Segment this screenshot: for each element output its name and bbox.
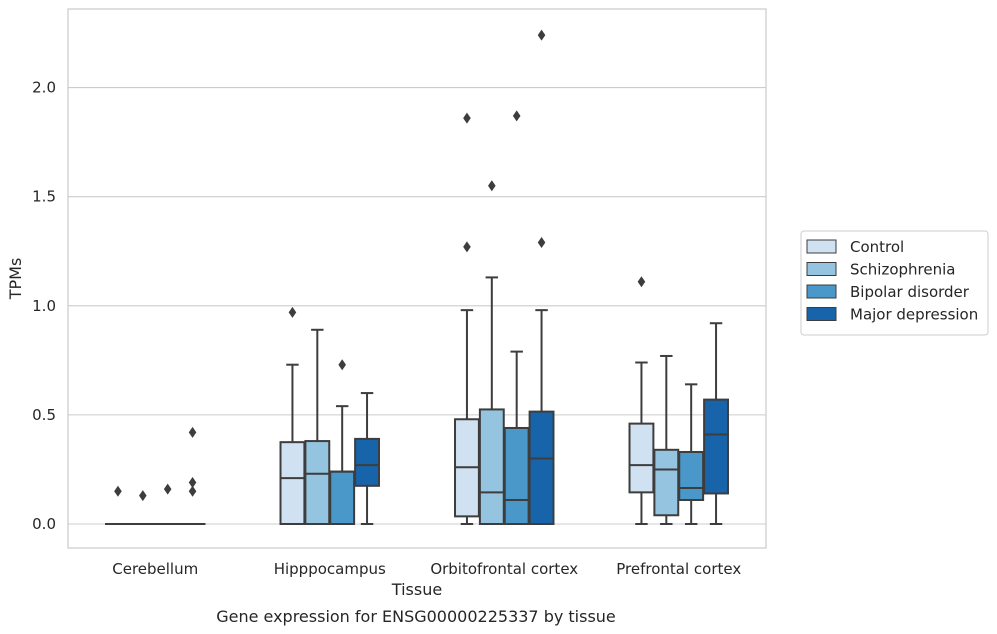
iqr-box — [329, 470, 356, 525]
box-control — [279, 306, 306, 525]
x-axis-title: Tissue — [391, 580, 442, 599]
outlier-point — [163, 483, 172, 495]
box-control — [454, 112, 480, 525]
y-tick-labels: 0.0 0.5 1.0 1.5 2.0 — [32, 79, 56, 533]
iqr-box — [653, 448, 680, 517]
outlier-point — [637, 276, 646, 288]
outlier-point — [512, 110, 521, 122]
legend-swatch — [806, 307, 837, 321]
iqr-box — [678, 450, 705, 501]
x-tick-label: Cerebellum — [112, 560, 198, 578]
x-tick-labels: Cerebellum Hipppocampus Orbitofrontal cort… — [112, 560, 741, 578]
plot-frame — [67, 8, 767, 549]
box-bipolar-disorder — [154, 483, 181, 526]
legend: Control Schizophrenia Bipolar disorder Majo… — [800, 230, 989, 336]
box-schizophrenia — [129, 490, 156, 526]
outlier-point — [488, 180, 496, 192]
legend-swatch — [806, 239, 837, 254]
box-control — [628, 276, 655, 525]
y-tick-label: 0.5 — [32, 406, 56, 424]
box-groups — [105, 29, 729, 526]
y-tick-label: 0.0 — [32, 515, 56, 533]
legend-label: Bipolar disorder — [850, 283, 970, 301]
outlier-point — [114, 485, 122, 497]
box-bipolar-disorder — [329, 359, 356, 525]
y-tick-label: 1.5 — [32, 188, 56, 206]
legend-label: Control — [850, 238, 904, 256]
iqr-box — [628, 422, 655, 494]
legend-frame — [800, 230, 989, 336]
legend-swatch — [806, 284, 837, 299]
outlier-point — [338, 359, 346, 371]
legend-swatch — [806, 262, 837, 276]
iqr-box — [354, 437, 380, 487]
box-control — [105, 485, 131, 526]
chart-caption: Gene expression for ENSG00000225337 by t… — [216, 607, 616, 626]
outlier-point — [188, 485, 197, 497]
y-tick-label: 1.0 — [32, 297, 56, 315]
box-major-depression — [703, 322, 729, 525]
gridlines — [68, 87, 766, 525]
outlier-point — [188, 477, 197, 489]
box-major-depression — [179, 426, 206, 526]
iqr-box — [503, 426, 530, 525]
box-bipolar-disorder — [678, 383, 705, 525]
iqr-box — [304, 440, 331, 525]
box-schizophrenia — [653, 354, 680, 525]
iqr-box — [703, 398, 729, 495]
x-tick-label: Prefrontal cortex — [616, 560, 741, 578]
outlier-point — [537, 29, 546, 41]
outlier-point — [188, 426, 197, 438]
box-schizophrenia — [478, 180, 505, 525]
iqr-box — [279, 441, 306, 525]
outlier-point — [537, 236, 546, 248]
box-schizophrenia — [304, 328, 331, 525]
legend-label: Major depression — [850, 306, 978, 324]
box-major-depression — [528, 29, 555, 525]
y-axis-title: TPMs — [6, 258, 25, 301]
legend-label: Schizophrenia — [850, 261, 955, 279]
y-tick-label: 2.0 — [32, 79, 56, 97]
x-tick-label: Hipppocampus — [274, 560, 386, 578]
outlier-point — [288, 306, 297, 318]
outlier-point — [139, 490, 147, 502]
iqr-box — [478, 408, 505, 525]
iqr-box — [528, 410, 555, 525]
outlier-point — [463, 112, 471, 124]
outlier-point — [463, 241, 471, 253]
x-tick-label: Orbitofrontal cortex — [430, 560, 578, 578]
box-major-depression — [354, 392, 380, 525]
box-bipolar-disorder — [503, 110, 530, 525]
